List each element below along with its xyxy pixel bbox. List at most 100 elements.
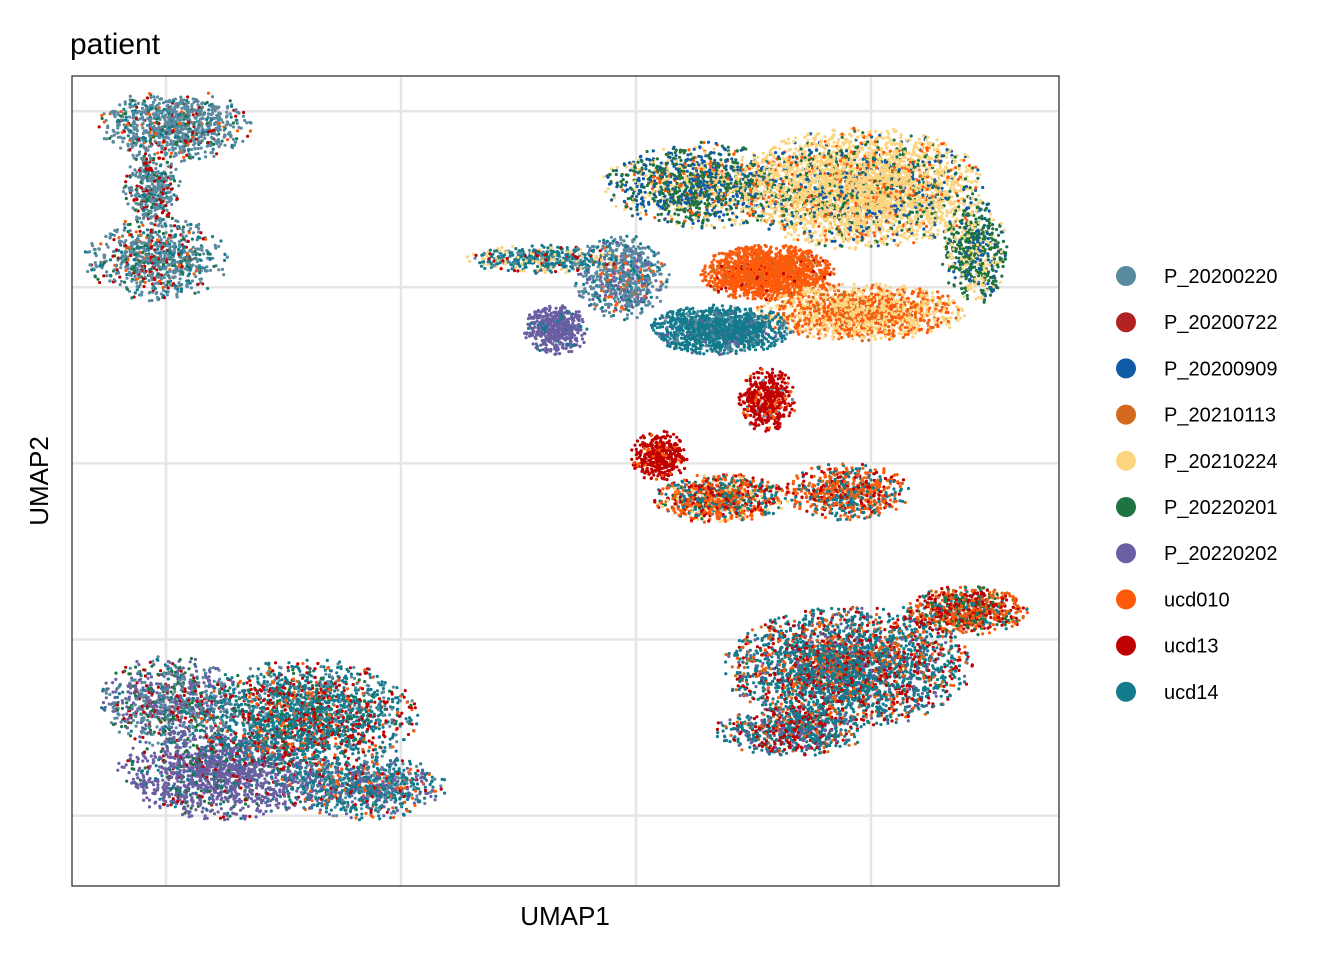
point-P_20220201	[179, 658, 182, 661]
point-P_20200220	[135, 215, 138, 218]
point-P_20200220	[136, 721, 139, 724]
point-P_20220202	[229, 789, 232, 792]
point-P_20220202	[221, 773, 224, 776]
point-P_20220202	[149, 765, 152, 768]
point-P_20200220	[188, 707, 191, 710]
point-ucd14	[123, 226, 126, 229]
point-P_20200220	[120, 721, 123, 724]
point-P_20200220	[204, 155, 207, 158]
point-P_20200220	[176, 290, 179, 293]
point-P_20220202	[219, 793, 222, 796]
point-P_20200220	[168, 132, 171, 135]
point-P_20200220	[135, 281, 138, 284]
point-P_20220201	[173, 179, 176, 182]
point-P_20220202	[245, 793, 248, 796]
point-P_20220201	[131, 767, 134, 770]
point-P_20200220	[173, 248, 176, 251]
point-ucd13	[232, 774, 235, 777]
point-P_20200220	[156, 296, 159, 299]
point-ucd13	[142, 668, 145, 671]
point-ucd14	[264, 662, 267, 665]
point-P_20200220	[143, 111, 146, 114]
point-P_20220202	[275, 804, 278, 807]
point-P_20220201	[173, 741, 176, 744]
point-P_20220202	[231, 765, 234, 768]
point-P_20200220	[170, 203, 173, 206]
point-P_20200220	[218, 145, 221, 148]
point-P_20220201	[187, 755, 190, 758]
point-ucd13	[164, 147, 167, 150]
point-P_20220202	[163, 796, 166, 799]
point-ucd010	[249, 129, 252, 132]
point-P_20220201	[178, 666, 181, 669]
point-ucd14	[223, 698, 226, 701]
point-P_20220202	[114, 690, 117, 693]
point-ucd14	[150, 107, 153, 110]
point-P_20200220	[120, 280, 123, 283]
point-P_20220201	[149, 268, 152, 271]
point-P_20200220	[164, 151, 167, 154]
point-P_20220202	[200, 746, 203, 749]
point-P_20200220	[172, 276, 175, 279]
point-ucd14	[160, 743, 163, 746]
point-ucd14	[180, 290, 183, 293]
point-P_20220202	[182, 780, 185, 783]
point-P_20220202	[176, 753, 179, 756]
point-ucd010	[236, 129, 239, 132]
point-P_20200220	[200, 249, 203, 252]
point-ucd010	[226, 138, 229, 141]
point-ucd010	[186, 252, 189, 255]
point-P_20200220	[144, 203, 147, 206]
point-P_20220201	[143, 244, 146, 247]
point-ucd14	[395, 686, 398, 689]
point-ucd13	[149, 661, 152, 664]
point-P_20220202	[226, 765, 229, 768]
point-P_20220202	[136, 776, 139, 779]
point-P_20220201	[182, 225, 185, 228]
point-P_20220202	[129, 683, 132, 686]
point-ucd14	[274, 741, 277, 744]
point-P_20220201	[125, 780, 128, 783]
point-P_20220201	[191, 773, 194, 776]
point-P_20200220	[234, 108, 237, 111]
point-P_20220202	[138, 735, 141, 738]
point-P_20200220	[156, 95, 159, 98]
point-P_20220202	[102, 701, 105, 704]
point-P_20200220	[153, 116, 156, 119]
point-ucd13	[187, 699, 190, 702]
point-ucd13	[194, 690, 197, 693]
point-P_20200220	[135, 171, 138, 174]
point-P_20220201	[167, 775, 170, 778]
point-P_20200220	[140, 206, 143, 209]
point-ucd14	[178, 788, 181, 791]
point-P_20220202	[194, 658, 197, 661]
point-P_20200220	[106, 126, 109, 129]
point-ucd14	[171, 125, 174, 128]
point-P_20220202	[251, 789, 254, 792]
point-ucd14	[315, 684, 318, 687]
point-ucd14	[174, 136, 177, 139]
point-ucd14	[139, 145, 142, 148]
point-P_20200220	[108, 279, 111, 282]
point-P_20220202	[257, 773, 260, 776]
point-P_20200220	[183, 267, 186, 270]
point-P_20220202	[121, 701, 124, 704]
point-P_20220201	[206, 101, 209, 104]
point-P_20220202	[212, 801, 215, 804]
point-P_20200220	[168, 148, 171, 151]
point-ucd14	[176, 767, 179, 770]
point-ucd14	[270, 810, 273, 813]
point-P_20200220	[150, 144, 153, 147]
point-P_20220202	[173, 701, 176, 704]
point-P_20200220	[140, 713, 143, 716]
point-P_20220202	[196, 755, 199, 758]
point-ucd010	[117, 236, 120, 239]
point-P_20220202	[128, 771, 131, 774]
point-ucd13	[150, 229, 153, 232]
point-P_20200220	[212, 155, 215, 158]
point-ucd14	[151, 236, 154, 239]
point-P_20220202	[245, 782, 248, 785]
point-P_20200220	[181, 688, 184, 691]
point-P_20220201	[141, 251, 144, 254]
point-ucd13	[115, 248, 118, 251]
